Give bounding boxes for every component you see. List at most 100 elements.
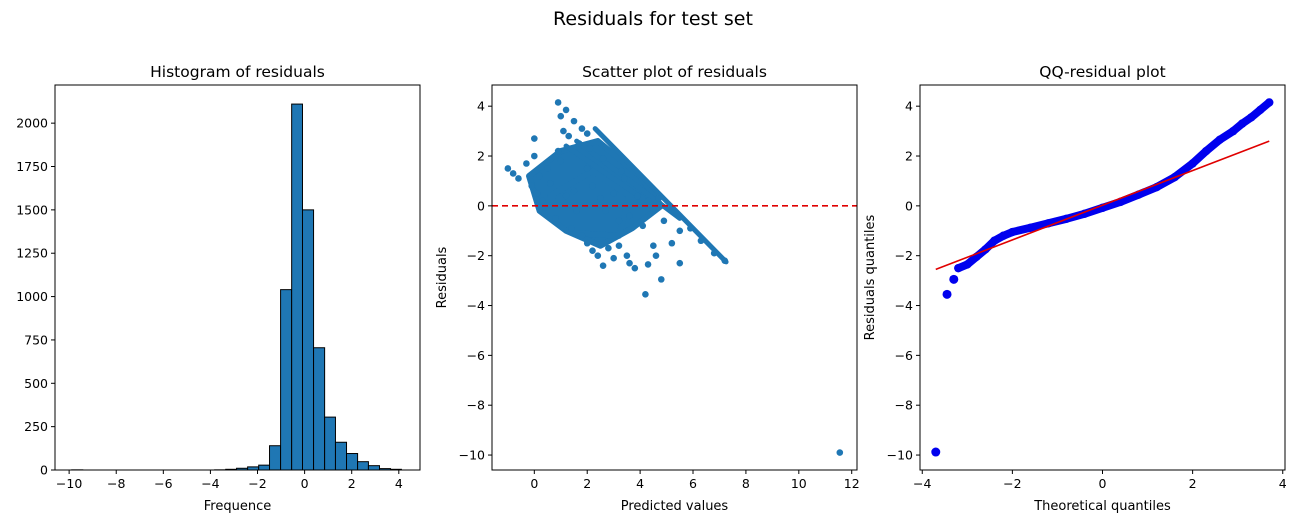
panel-title: QQ-residual plot: [1039, 63, 1165, 81]
residual-point: [528, 182, 535, 190]
histogram-bar: [280, 289, 293, 470]
y-tick-label: −10: [459, 448, 485, 463]
residual-point: [536, 172, 543, 180]
panel-3: QQ-residual plot −4 −2 0 2 4 −10 −8 −6 −4 −2 0 2 4 The…: [863, 63, 1287, 514]
y-tick-label: −10: [887, 448, 913, 463]
y-tick-label: −4: [895, 298, 913, 313]
panel-1: Histogram of residuals −10 −8 −6 −4 −2 0 2 4 0 250…: [16, 63, 421, 514]
residual-point: [599, 262, 607, 269]
x-tick-label: −2: [248, 476, 266, 491]
residual-point: [642, 291, 649, 298]
reference-line: [935, 140, 1270, 271]
y-tick-label: 1250: [16, 246, 48, 261]
residual-point: [568, 224, 575, 232]
y-tick-label: 4: [477, 99, 485, 114]
histogram-bar: [367, 465, 380, 470]
residual-point: [655, 195, 662, 202]
residual-point: [583, 130, 591, 137]
residual-point: [668, 239, 676, 247]
y-tick-label: −4: [467, 298, 485, 313]
residual-point: [615, 242, 623, 250]
x-tick-label: −2: [1003, 476, 1021, 491]
residual-point: [697, 237, 705, 245]
residual-point: [650, 205, 657, 212]
y-tick-label: 2000: [16, 116, 48, 131]
quantile-point: [1237, 119, 1247, 128]
x-axis-label: Theoretical quantiles: [1033, 499, 1171, 514]
y-tick-label: 1750: [16, 159, 48, 174]
x-tick-label: 4: [395, 476, 403, 491]
y-tick-label: 500: [24, 376, 48, 391]
quantile-point: [1256, 105, 1265, 115]
residual-point: [541, 210, 549, 217]
residual-point: [557, 157, 565, 165]
residual-point: [652, 252, 660, 259]
residual-point: [538, 197, 546, 205]
quantile-point: [1188, 159, 1197, 168]
residual-point: [710, 249, 718, 257]
y-tick-label: 2: [477, 149, 485, 164]
residual-point: [562, 106, 570, 114]
quantile-outlier: [942, 289, 952, 299]
axes-frame: [491, 84, 858, 471]
residual-point: [554, 147, 562, 155]
residual-point: [615, 217, 623, 225]
plot-area: [71, 103, 402, 470]
x-tick-label: 0: [1099, 476, 1107, 491]
residual-point: [676, 227, 684, 235]
residual-point: [657, 276, 665, 283]
histogram-bar: [334, 441, 348, 470]
residual-point: [552, 215, 559, 222]
residual-point: [578, 232, 586, 240]
x-tick-label: 8: [742, 476, 750, 491]
y-tick-label: 0: [905, 198, 913, 213]
residual-point: [583, 165, 591, 172]
residual-point: [626, 212, 633, 220]
residual-point: [546, 180, 554, 187]
quantile-outlier: [949, 274, 959, 284]
y-tick-label: −2: [895, 248, 913, 263]
residual-point: [562, 192, 570, 200]
residual-point: [578, 125, 586, 132]
residual-point: [544, 165, 551, 172]
quantile-point: [954, 263, 963, 273]
residual-point: [634, 192, 641, 200]
residual-point: [570, 117, 578, 125]
x-axis-label: Frequence: [204, 499, 271, 514]
residual-point: [504, 165, 512, 172]
quantile-point: [1026, 223, 1035, 232]
histogram-bar: [357, 461, 369, 470]
residual-point: [531, 135, 538, 142]
residual-point: [575, 140, 583, 147]
axes-frame: [919, 84, 1286, 471]
residual-point: [583, 239, 591, 247]
y-tick-label: 0: [40, 463, 48, 478]
residual-point: [605, 244, 612, 252]
residual-point: [610, 254, 617, 262]
quantile-point: [1247, 113, 1256, 122]
residual-point: [589, 247, 596, 255]
x-tick-label: −8: [107, 476, 125, 491]
residual-point: [631, 264, 639, 272]
histogram-bar: [301, 209, 315, 470]
residual-point: [676, 259, 684, 267]
y-axis-label: Residuals: [435, 246, 450, 308]
x-tick-label: 0: [301, 476, 309, 491]
panel-title: Scatter plot of residuals: [582, 63, 767, 81]
residual-point: [687, 224, 694, 232]
x-tick-label: 2: [1189, 476, 1197, 491]
histogram-bar: [313, 347, 326, 470]
residual-point: [623, 252, 631, 259]
residual-point: [639, 222, 647, 230]
residual-point: [650, 242, 657, 250]
histogram-bar: [324, 416, 336, 470]
y-tick-label: −6: [895, 348, 913, 363]
y-axis-label: Residuals quantiles: [863, 214, 878, 340]
residual-point: [557, 112, 565, 120]
quantile-point: [1215, 135, 1224, 145]
residual-point: [573, 207, 580, 215]
x-tick-label: 6: [689, 476, 697, 491]
y-tick-label: −6: [467, 348, 485, 363]
y-tick-label: 4: [905, 99, 913, 114]
